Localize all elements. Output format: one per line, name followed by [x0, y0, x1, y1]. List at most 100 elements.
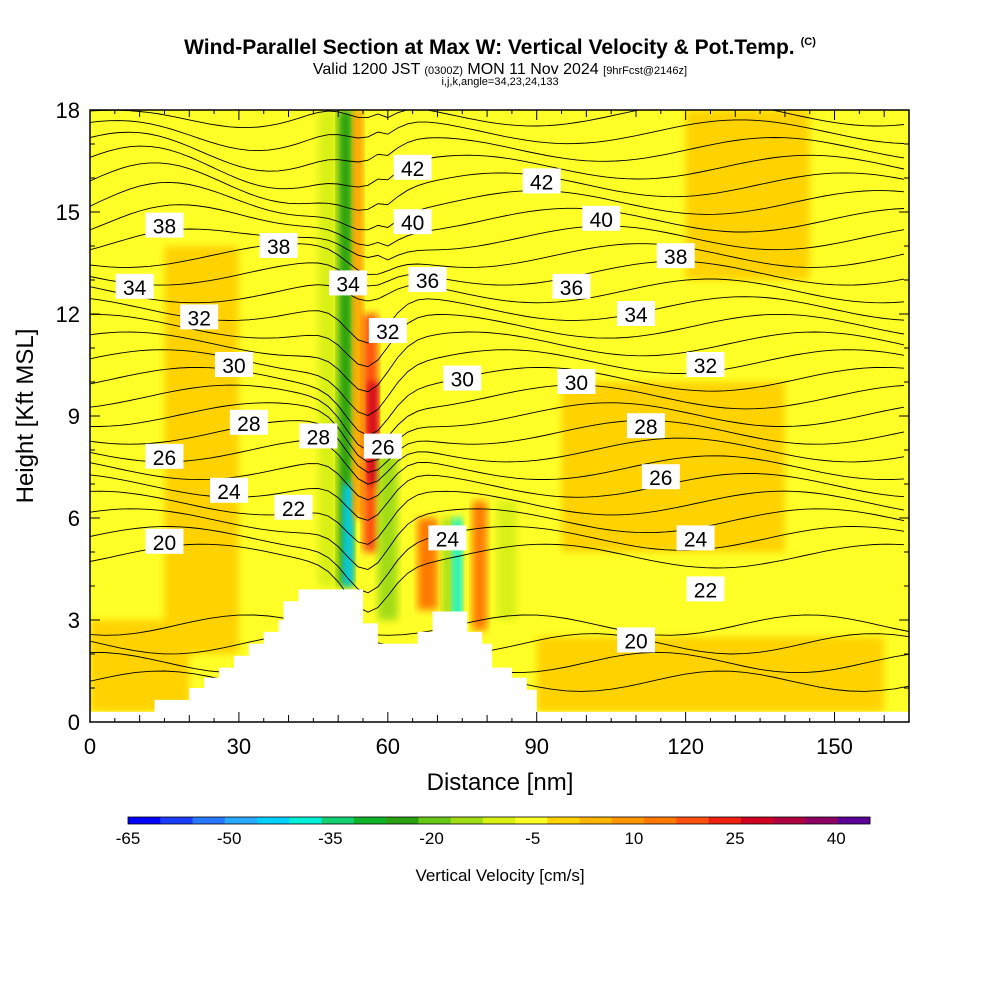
w-cell [353, 110, 363, 518]
y-tick-label: 12 [56, 302, 80, 327]
contour-label-text: 20 [624, 630, 647, 653]
x-tick-label: 120 [667, 734, 704, 759]
colorbar-tick-label: -65 [116, 829, 141, 848]
contour-label: 24 [676, 525, 715, 551]
colorbar-swatch [644, 817, 677, 824]
colorbar-swatch [224, 817, 258, 824]
contour-label-text: 32 [694, 355, 717, 378]
w-cell [338, 110, 354, 586]
contour-label-text: 40 [590, 209, 613, 232]
theta-contour-line [90, 633, 909, 655]
colorbar-swatch [805, 817, 839, 824]
theta-contour-line [90, 543, 905, 613]
contour-label: 38 [145, 212, 184, 239]
contour-label: 30 [443, 365, 482, 392]
y-axis-label: Height [Kft MSL] [12, 329, 39, 504]
colorbar-tick-label: -50 [217, 829, 242, 848]
contour-label: 20 [617, 627, 655, 653]
vertical-velocity-field [90, 110, 909, 722]
contour-label-text: 26 [649, 467, 672, 490]
contour-label-text: 30 [451, 369, 474, 392]
contour-label: 40 [582, 205, 621, 232]
contour-label-text: 42 [530, 171, 553, 194]
colorbar-swatch [386, 817, 419, 824]
contour-label-text: 22 [694, 579, 717, 602]
theta-contour-line [90, 131, 905, 172]
colorbar-swatch [192, 817, 226, 824]
contour-label-text: 32 [188, 307, 211, 330]
contour-label: 30 [214, 352, 253, 378]
theta-contour-line [90, 162, 905, 211]
contour-label-text: 30 [565, 372, 588, 395]
x-tick-label: 150 [816, 734, 853, 759]
colorbar-swatch [547, 817, 581, 824]
contour-label-text: 20 [153, 532, 176, 555]
colorbar-swatch [418, 817, 452, 824]
contour-label-text: 42 [401, 158, 424, 181]
theta-contour-line [90, 49, 904, 84]
colorbar-swatch [740, 817, 774, 824]
contour-label: 38 [259, 233, 298, 259]
colorbar-swatch [353, 817, 387, 824]
contour-label: 40 [393, 209, 432, 235]
theta-contour-line [90, 145, 905, 190]
contour-label: 34 [115, 273, 154, 300]
contour-label-text: 34 [123, 277, 147, 300]
y-tick-label: 6 [68, 506, 80, 531]
theta-contour-line [90, 490, 905, 545]
theta-contour-line [90, 110, 905, 129]
contour-label-text: 36 [416, 270, 439, 293]
colorbar-swatch [128, 817, 161, 824]
theta-contour-line [90, 614, 909, 636]
theta-contour-line [90, 419, 905, 473]
contour-label: 34 [617, 301, 655, 327]
x-tick-label: 0 [84, 734, 96, 759]
contour-label: 28 [229, 409, 268, 436]
colorbar-swatch [321, 817, 355, 824]
contour-label-text: 40 [401, 212, 424, 235]
colorbar-swatch [611, 817, 645, 824]
x-axis-label: Distance [nm] [427, 769, 574, 796]
colorbar-tick-label: 25 [726, 829, 745, 848]
theta-contour-line [90, 67, 904, 95]
contour-label: 24 [209, 477, 248, 504]
colorbar-label: Vertical Velocity [cm/s] [415, 866, 584, 885]
contour-label-text: 24 [684, 528, 708, 551]
colorbar-swatch [289, 817, 323, 824]
contour-label: 26 [641, 464, 680, 490]
y-tick-label: 18 [56, 98, 80, 123]
colorbar-swatch [837, 817, 871, 824]
w-cell [343, 484, 354, 586]
theta-contour-line [90, 278, 905, 304]
contour-label-text: 30 [222, 355, 245, 378]
colorbar-swatch [708, 817, 742, 824]
theta-contour-line [90, 384, 905, 452]
chart-indices: i,j,k,angle=34,23,24,133 [441, 76, 559, 88]
colorbar-swatch [450, 817, 484, 824]
contour-label: 26 [363, 433, 402, 460]
contour-label: 42 [393, 154, 432, 181]
contour-label: 42 [522, 168, 561, 194]
contour-label: 22 [274, 494, 313, 521]
colorbar-tick-label: -35 [318, 829, 343, 848]
contour-label-text: 38 [267, 236, 290, 259]
theta-contour-line [90, 260, 905, 287]
contour-label-text: 26 [153, 447, 176, 470]
contour-label: 28 [626, 413, 665, 439]
w-cell [318, 110, 339, 586]
theta-contour-line [90, 119, 905, 152]
theta-contour-line [90, 181, 905, 231]
contour-label-text: 28 [634, 416, 657, 439]
w-cell [497, 501, 517, 620]
contour-label: 32 [180, 304, 219, 330]
contour-label: 36 [552, 273, 591, 300]
colorbar-swatch [579, 817, 613, 824]
colorbar-swatch [482, 817, 516, 824]
w-cell [472, 501, 488, 631]
contour-label: 36 [408, 267, 447, 293]
chart-subtitle: Valid 1200 JST (0300Z) MON 11 Nov 2024 [… [312, 61, 688, 78]
theta-contour-line [90, 508, 905, 570]
x-tick-label: 90 [524, 734, 548, 759]
colorbar-swatch [773, 817, 806, 824]
